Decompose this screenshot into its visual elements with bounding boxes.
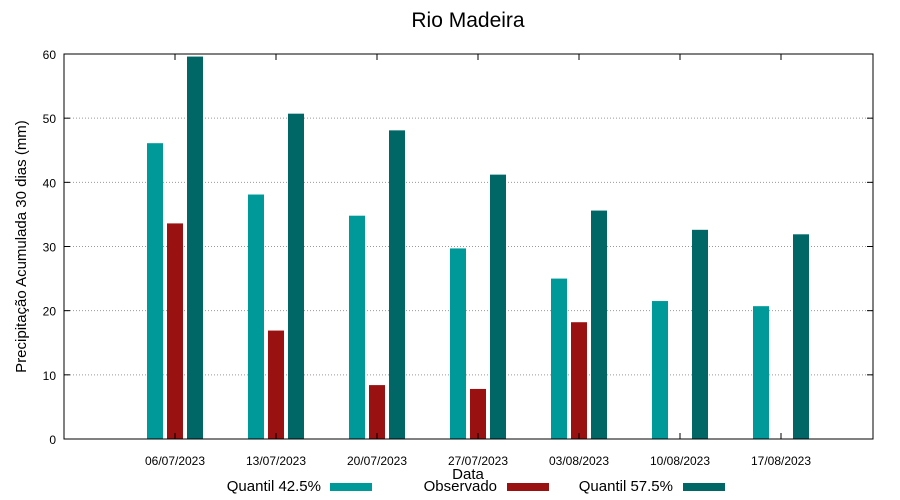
bar-quantil-57-5 — [288, 113, 304, 440]
bar-quantil-42-5 — [248, 194, 264, 439]
bar-quantil-42-5 — [753, 306, 769, 439]
x-tick-label: 20/07/2023 — [347, 454, 407, 468]
bar-quantil-57-5 — [591, 210, 607, 439]
bar-quantil-57-5 — [692, 229, 708, 439]
y-tick-label: 20 — [43, 305, 57, 319]
y-tick-label: 0 — [49, 433, 56, 447]
legend-swatch — [330, 483, 372, 491]
bar-quantil-42-5 — [652, 301, 668, 439]
bar-quantil-42-5 — [450, 248, 466, 439]
y-tick-label: 40 — [43, 176, 57, 190]
x-tick-label: 13/07/2023 — [246, 454, 306, 468]
bar-observado — [369, 385, 385, 439]
y-axis-label: Precipitação Acumulada 30 dias (mm) — [13, 120, 30, 373]
bar-quantil-57-5 — [389, 130, 405, 439]
legend-label: Quantil 42.5% — [227, 478, 321, 495]
x-tick-label: 10/08/2023 — [650, 454, 710, 468]
y-tick-label: 60 — [43, 48, 57, 62]
legend: Quantil 42.5% Observado Quantil 57.5% — [227, 478, 725, 495]
bar-observado — [167, 223, 183, 439]
legend-label: Quantil 57.5% — [579, 478, 673, 495]
x-tick-label: 27/07/2023 — [448, 454, 508, 468]
bar-observado — [571, 322, 587, 439]
gridlines — [64, 117, 873, 376]
bar-quantil-57-5 — [793, 234, 809, 439]
bar-quantil-57-5 — [187, 56, 203, 440]
bar-observado — [268, 330, 284, 439]
bar-quantil-42-5 — [349, 215, 365, 439]
x-axis-label: Data — [452, 466, 484, 483]
legend-swatch — [507, 483, 549, 491]
x-tick-label: 03/08/2023 — [549, 454, 609, 468]
bar-quantil-42-5 — [147, 143, 163, 440]
bar-quantil-42-5 — [551, 278, 567, 439]
y-tick-label: 50 — [43, 112, 57, 126]
legend-label: Observado — [424, 478, 497, 495]
y-axis-ticks: 0 10 20 30 40 50 60 — [43, 48, 873, 447]
y-tick-label: 10 — [43, 369, 57, 383]
x-tick-label: 06/07/2023 — [145, 454, 205, 468]
legend-swatch — [683, 483, 725, 491]
x-axis-ticks: 06/07/2023 13/07/2023 20/07/2023 27/07/2023… — [145, 54, 811, 468]
y-tick-label: 30 — [43, 241, 57, 255]
bars — [147, 56, 809, 440]
x-tick-label: 17/08/2023 — [751, 454, 811, 468]
bar-quantil-57-5 — [490, 174, 506, 439]
plot-frame — [63, 53, 874, 440]
bar-observado — [470, 388, 486, 439]
chart-title: Rio Madeira — [411, 9, 525, 32]
